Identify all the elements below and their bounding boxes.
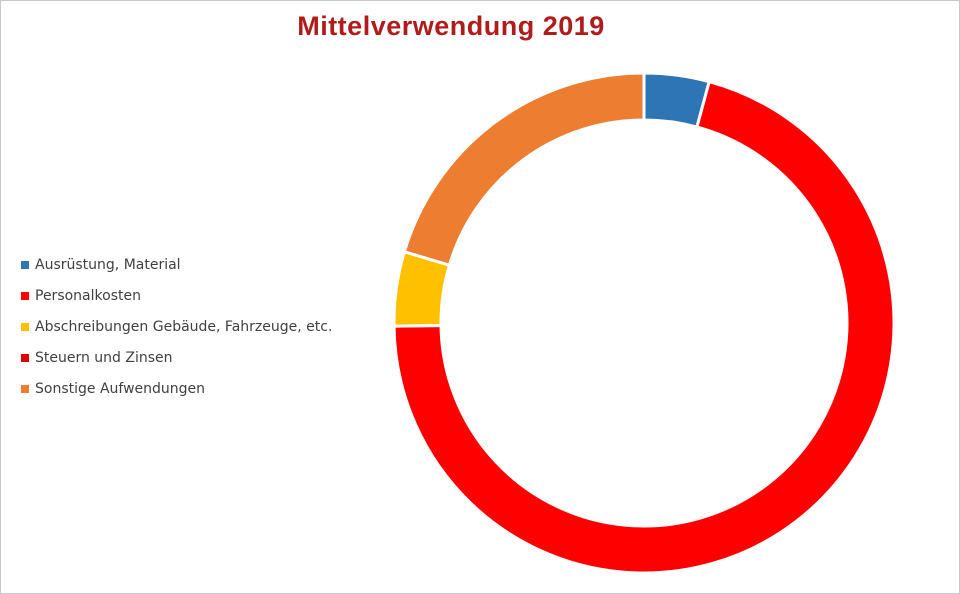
legend-item: Abschreibungen Gebäude, Fahrzeuge, etc. bbox=[21, 311, 332, 342]
legend-label: Ausrüstung, Material bbox=[35, 256, 181, 273]
legend-item: Steuern und Zinsen bbox=[21, 342, 332, 373]
donut-slice bbox=[392, 79, 896, 575]
legend-item: Sonstige Aufwendungen bbox=[21, 373, 332, 404]
legend-item: Ausrüstung, Material bbox=[21, 249, 332, 280]
legend-label: Abschreibungen Gebäude, Fahrzeuge, etc. bbox=[35, 318, 333, 335]
legend-label: Sonstige Aufwendungen bbox=[35, 380, 206, 397]
legend-swatch-icon bbox=[21, 260, 29, 269]
legend-swatch-icon bbox=[21, 353, 29, 362]
legend-swatch-icon bbox=[21, 384, 29, 393]
chart-title: Mittelverwendung 2019 bbox=[297, 11, 605, 41]
legend-label: Steuern und Zinsen bbox=[35, 349, 173, 366]
legend-swatch-icon bbox=[21, 322, 29, 331]
donut-slice bbox=[402, 71, 646, 268]
legend-swatch-icon bbox=[21, 291, 29, 300]
chart-legend: Ausrüstung, Material Personalkosten Absc… bbox=[21, 249, 332, 404]
legend-item: Personalkosten bbox=[21, 280, 332, 311]
legend-label: Personalkosten bbox=[35, 287, 141, 304]
